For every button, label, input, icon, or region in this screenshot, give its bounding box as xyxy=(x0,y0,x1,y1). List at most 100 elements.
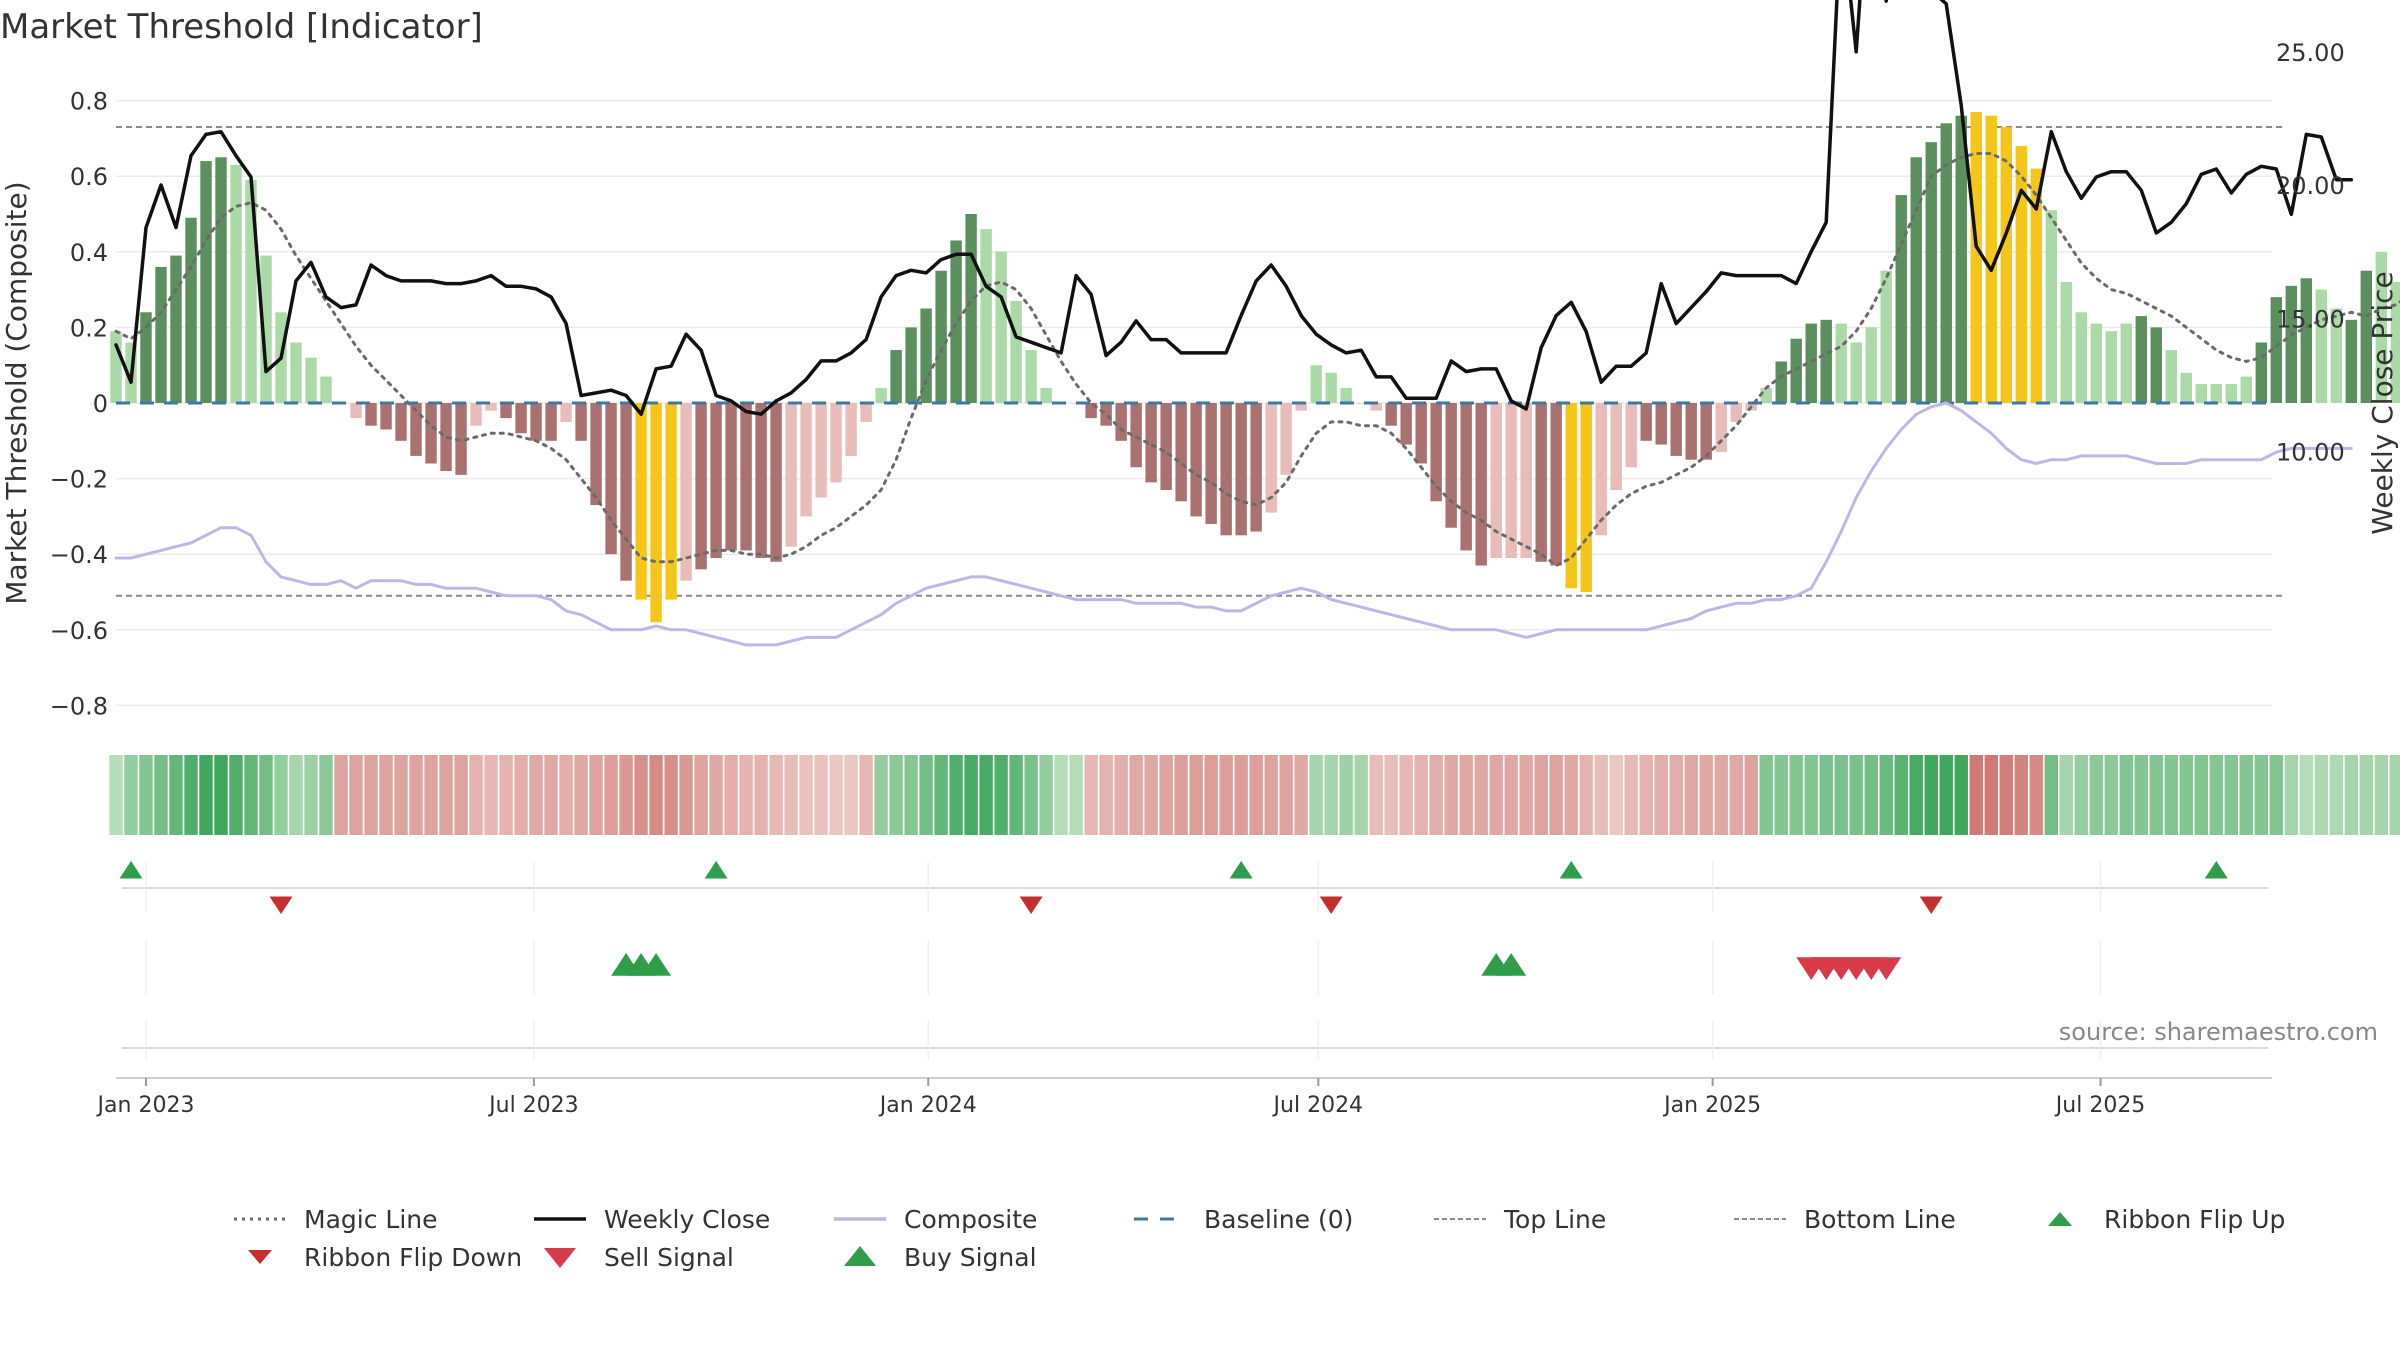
histogram-bar xyxy=(1235,403,1247,536)
ribbon-cell xyxy=(1489,755,1503,835)
sell-signal-marker xyxy=(1871,957,1902,980)
series-line-weekly-close xyxy=(114,0,2354,416)
ribbon-cell xyxy=(1999,755,2013,835)
histogram-bar xyxy=(2015,145,2027,403)
ribbon-cell xyxy=(1594,755,1608,835)
y-axis-right-label: Weekly Close Price xyxy=(2366,271,2399,534)
histogram-bar xyxy=(2315,289,2327,403)
ribbon-cell xyxy=(1699,755,1713,835)
histogram-bar xyxy=(1250,403,1262,532)
ribbon-cell xyxy=(964,755,978,835)
ribbon-cell xyxy=(2359,755,2373,835)
ribbon-cell xyxy=(1399,755,1413,835)
histogram-bar xyxy=(305,357,317,403)
ribbon-cell xyxy=(1789,755,1803,835)
ribbon-cell xyxy=(1249,755,1263,835)
series-lines xyxy=(114,0,2400,647)
legend-label: Bottom Line xyxy=(1804,1204,1956,1234)
ribbon-cell xyxy=(349,755,363,835)
legend-item-composite: Composite xyxy=(830,1204,1130,1234)
ribbon-cell xyxy=(1624,755,1638,835)
legend-swatch xyxy=(1430,1204,1490,1234)
histogram-bar xyxy=(2135,316,2147,403)
histogram-bar xyxy=(1940,123,1952,403)
ribbon-cell xyxy=(1144,755,1158,835)
legend-item-ribbon-flip-up: Ribbon Flip Up xyxy=(2030,1204,2290,1234)
histogram-bar xyxy=(1925,142,1937,403)
ribbon-cell xyxy=(934,755,948,835)
histogram-bar xyxy=(1820,319,1832,403)
signal-rows xyxy=(119,861,2268,1060)
ribbon-cell xyxy=(2239,755,2253,835)
ribbon-cell xyxy=(2119,755,2133,835)
histogram-bar xyxy=(1790,338,1802,403)
ribbon-cell xyxy=(124,755,138,835)
histogram-bar xyxy=(1295,403,1307,411)
histogram-bar xyxy=(2225,384,2237,403)
histogram-bar xyxy=(1310,365,1322,403)
histogram-bar xyxy=(1670,403,1682,456)
chart-title: Market Threshold [Indicator] xyxy=(0,7,483,47)
x-tick-label: Jul 2023 xyxy=(487,1093,579,1118)
ribbon-cell xyxy=(1879,755,1893,835)
ribbon-cell xyxy=(2269,755,2283,835)
histogram-bar xyxy=(365,403,377,426)
ribbon-cell xyxy=(1369,755,1383,835)
histogram-bar xyxy=(545,403,557,441)
ribbon-cell xyxy=(364,755,378,835)
legend-swatch xyxy=(530,1204,590,1234)
ribbon-cell xyxy=(304,755,318,835)
ribbon-cell xyxy=(679,755,693,835)
histogram-bar xyxy=(230,164,242,403)
x-tick-label: Jan 2025 xyxy=(1662,1093,1761,1118)
ribbon-cell xyxy=(1009,755,1023,835)
histogram-bar xyxy=(905,327,917,403)
series-line-composite xyxy=(114,401,2353,647)
ribbon-cell xyxy=(1939,755,1953,835)
ribbon-flip-down-marker xyxy=(1919,896,1943,914)
histogram-bar xyxy=(920,308,932,403)
ribbon-cell xyxy=(1654,755,1668,835)
ribbon-cell xyxy=(439,755,453,835)
y-right-tick-label: 15.00 xyxy=(2276,305,2345,333)
histogram-bar xyxy=(1370,403,1382,411)
ribbon-cell xyxy=(829,755,843,835)
ribbon-cell xyxy=(139,755,153,835)
histogram-bar xyxy=(755,403,767,558)
legend-label: Ribbon Flip Down xyxy=(304,1242,523,1272)
ribbon-cell xyxy=(1189,755,1203,835)
ribbon-cell xyxy=(694,755,708,835)
ribbon-cell xyxy=(814,755,828,835)
ribbon-flip-up-marker xyxy=(1559,861,1583,879)
ribbon-cell xyxy=(604,755,618,835)
legend-item-bottom-line: Bottom Line xyxy=(1730,1204,2030,1234)
x-tick-label: Jul 2025 xyxy=(2054,1093,2146,1118)
ribbon-cell xyxy=(199,755,213,835)
ribbon-cell xyxy=(1519,755,1533,835)
ribbon-cell xyxy=(1174,755,1188,835)
ribbon-cell xyxy=(1129,755,1143,835)
y-left-tick-label: 0.6 xyxy=(70,163,108,191)
ribbon-cell xyxy=(1384,755,1398,835)
histogram-bar xyxy=(1985,115,1997,403)
histogram-bar xyxy=(1610,403,1622,490)
ribbon-cell xyxy=(949,755,963,835)
histogram-bar xyxy=(1865,327,1877,403)
histogram-bar xyxy=(1895,195,1907,403)
histogram-bar xyxy=(1640,403,1652,441)
histogram-bar xyxy=(860,403,872,422)
ribbon-cell xyxy=(1204,755,1218,835)
legend-label: Composite xyxy=(904,1204,1038,1234)
ribbon-cell xyxy=(1024,755,1038,835)
histogram-bar xyxy=(2075,312,2087,403)
histogram-bar xyxy=(2180,372,2192,403)
histogram-bar xyxy=(2120,323,2132,403)
histogram-bar xyxy=(725,403,737,551)
legend-label: Top Line xyxy=(1504,1204,1607,1234)
y-right-tick-label: 25.00 xyxy=(2276,39,2345,67)
histogram-bar xyxy=(680,403,692,581)
legend-item-top-line: Top Line xyxy=(1430,1204,1730,1234)
ribbon-cell xyxy=(2029,755,2043,835)
histogram-bar xyxy=(1415,403,1427,464)
ribbon-cell xyxy=(1684,755,1698,835)
